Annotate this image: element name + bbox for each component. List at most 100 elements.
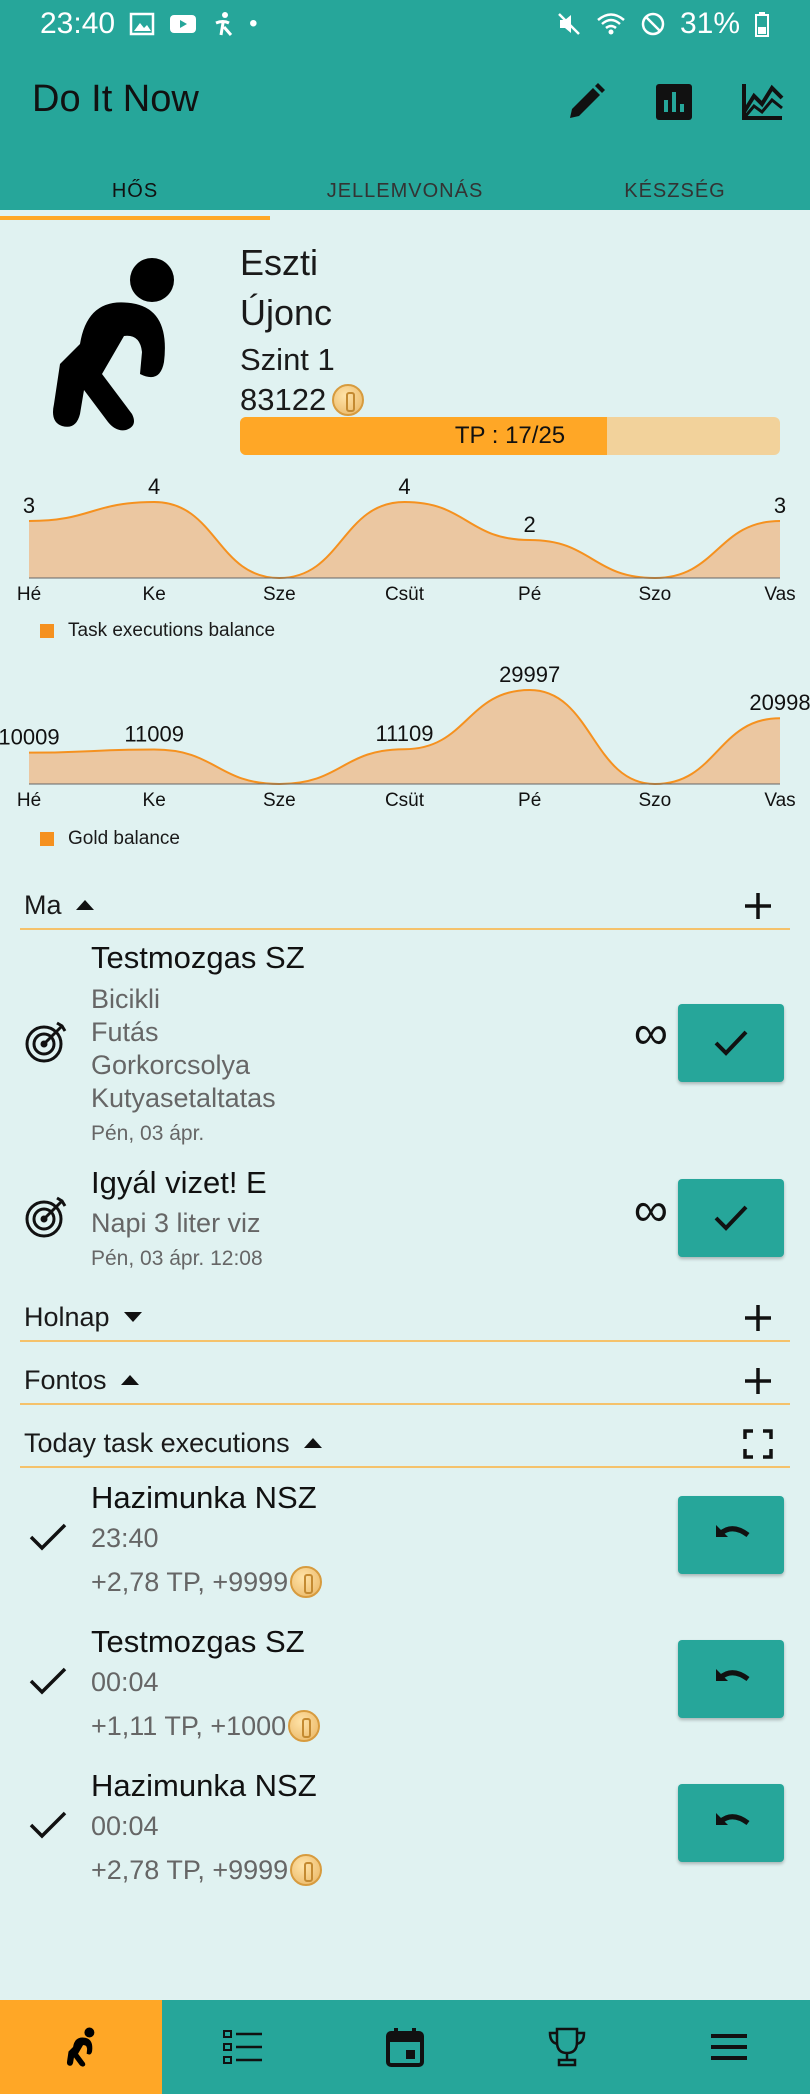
- legend-swatch: [40, 832, 54, 846]
- x-tick-label: Ke: [143, 584, 166, 605]
- undo-execution-button[interactable]: [678, 1496, 784, 1574]
- gold-balance-chart: Hé Ke Sze Csüt Pé Szo Vas 10009 11009 11109 29997 2…: [0, 660, 810, 860]
- battery-icon: [755, 12, 769, 37]
- legend-swatch: [40, 624, 54, 638]
- task-executions-chart-svg: Hé Ke Sze Csüt Pé Szo Vas 3 4 4 2 3: [17, 474, 796, 605]
- section-tomorrow-header[interactable]: Holnap: [20, 1294, 790, 1342]
- add-icon: [745, 1305, 771, 1331]
- bar-chart-icon: [656, 84, 692, 120]
- coin-icon: [332, 384, 365, 416]
- mute-icon: [558, 13, 580, 35]
- complete-task-button[interactable]: [678, 1179, 784, 1257]
- section-executions-title: Today task executions: [24, 1427, 290, 1458]
- nav-menu[interactable]: [648, 2000, 810, 2094]
- tab-traits[interactable]: JELLEMVONÁS: [326, 180, 484, 202]
- trophy-icon: [548, 2027, 586, 2067]
- series-area: [29, 502, 780, 578]
- hero-gold: 83122: [240, 382, 365, 418]
- nav-achievements[interactable]: [486, 2000, 648, 2094]
- execution-reward-text: +1,11 TP, +1000: [91, 1710, 287, 1741]
- x-tick-label: Vas: [764, 790, 795, 811]
- caret-up-icon: [303, 1438, 322, 1448]
- task-item[interactable]: Igyál vizet! E Napi 3 liter viz Pén, 03 …: [20, 1165, 790, 1275]
- accessibility-icon: [215, 12, 233, 36]
- x-tick-label: Sze: [263, 790, 296, 811]
- undo-execution-button[interactable]: [678, 1784, 784, 1862]
- line-chart-icon: [742, 84, 784, 120]
- add-task-tomorrow-button[interactable]: [740, 1300, 776, 1336]
- check-icon: [29, 1667, 67, 1695]
- coin-icon: [288, 1710, 321, 1742]
- task-executions-chart: Hé Ke Sze Csüt Pé Szo Vas 3 4 4 2 3 Task executions…: [0, 460, 810, 660]
- menu-icon: [711, 2034, 747, 2060]
- add-icon: [745, 1368, 771, 1394]
- bar-chart-button[interactable]: [650, 78, 698, 126]
- section-today-header[interactable]: Ma: [20, 882, 790, 930]
- data-label: 20998: [749, 690, 810, 715]
- section-executions-header[interactable]: Today task executions: [20, 1420, 790, 1468]
- undo-icon: [716, 1525, 750, 1538]
- task-item[interactable]: Testmozgas SZ Bicikli Futás Gorkorcsolya…: [20, 940, 790, 1150]
- series-area: [29, 690, 780, 784]
- execution-reward-text: +2,78 TP, +9999: [91, 1566, 289, 1597]
- complete-task-button[interactable]: [678, 1004, 784, 1082]
- task-date: Pén, 03 ápr. 12:08: [91, 1247, 263, 1270]
- tab-hero[interactable]: HŐS: [0, 158, 270, 220]
- gold-balance-chart-svg: Hé Ke Sze Csüt Pé Szo Vas 10009 11009 11109 29997 2…: [0, 662, 810, 811]
- line-chart-button[interactable]: [738, 78, 786, 126]
- execution-title: Hazimunka NSZ: [91, 1480, 317, 1515]
- undo-execution-button[interactable]: [678, 1640, 784, 1718]
- execution-item: Hazimunka NSZ 23:40 +2,78 TP, +9999: [20, 1480, 790, 1610]
- section-important-header[interactable]: Fontos: [20, 1357, 790, 1405]
- fullscreen-button[interactable]: [740, 1426, 776, 1462]
- x-tick-label: Hé: [17, 584, 41, 605]
- data-label: 4: [148, 474, 160, 499]
- add-icon: [745, 893, 771, 919]
- check-icon: [29, 1811, 67, 1839]
- tab-skills[interactable]: KÉSZSÉG: [624, 180, 726, 202]
- repeat-infinity-indicator: ∞: [633, 1184, 668, 1237]
- execution-time: 23:40: [91, 1523, 159, 1553]
- task-subtask: Kutyasetaltatas: [91, 1083, 276, 1113]
- list-icon: [223, 2030, 262, 2064]
- edit-button[interactable]: [562, 78, 610, 126]
- add-task-important-button[interactable]: [740, 1363, 776, 1399]
- add-task-today-button[interactable]: [740, 888, 776, 924]
- undo-icon: [716, 1813, 750, 1826]
- task-subtask: Napi 3 liter viz: [91, 1208, 261, 1238]
- hero-figure-icon: [53, 258, 174, 431]
- x-tick-label: Csüt: [385, 584, 425, 605]
- execution-title: Testmozgas SZ: [91, 1624, 305, 1659]
- nav-calendar[interactable]: [324, 2000, 486, 2094]
- target-icon: [25, 1196, 67, 1238]
- edit-icon: [570, 83, 605, 118]
- execution-reward: +2,78 TP, +9999: [91, 1566, 323, 1598]
- x-tick-label: Szo: [638, 790, 671, 811]
- execution-reward-text: +2,78 TP, +9999: [91, 1854, 289, 1885]
- repeat-infinity-indicator: ∞: [633, 1007, 668, 1060]
- data-label: 4: [398, 474, 410, 499]
- status-bar: 23:40 • 31%: [0, 0, 810, 48]
- execution-reward: +2,78 TP, +9999: [91, 1854, 323, 1886]
- data-label: 3: [774, 493, 786, 518]
- target-icon: [25, 1021, 67, 1063]
- tp-progress-bar: TP : 17/25: [240, 417, 780, 455]
- task-title: Igyál vizet! E: [91, 1165, 267, 1200]
- nav-hero[interactable]: [0, 2000, 162, 2094]
- status-time: 23:40: [40, 7, 116, 40]
- undo-icon: [716, 1669, 750, 1682]
- coin-icon: [290, 1566, 323, 1598]
- chart-legend: Gold balance: [40, 828, 180, 850]
- x-tick-label: Hé: [17, 790, 41, 811]
- nav-tasks[interactable]: [162, 2000, 324, 2094]
- legend-label: Gold balance: [68, 828, 180, 849]
- x-tick-label: Pé: [518, 790, 541, 811]
- dot-icon: •: [249, 10, 258, 37]
- section-today-title: Ma: [24, 889, 62, 920]
- image-icon: [129, 12, 155, 36]
- bottom-navigation: [0, 2000, 810, 2094]
- task-subtask: Futás: [91, 1017, 159, 1047]
- section-important-title: Fontos: [24, 1364, 107, 1395]
- tab-bar: HŐS JELLEMVONÁS KÉSZSÉG: [0, 158, 810, 220]
- data-label: 2: [524, 512, 536, 537]
